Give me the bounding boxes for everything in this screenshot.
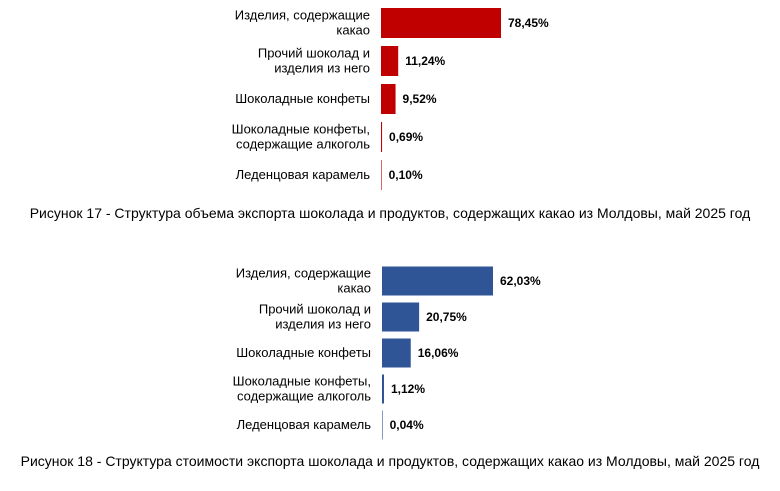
bar xyxy=(381,8,501,38)
value-label: 9,52% xyxy=(403,92,437,106)
category-label-line: какао xyxy=(336,23,370,38)
bar xyxy=(381,84,396,114)
category-label-line: Прочий шоколад и xyxy=(259,302,371,317)
category-label-line: Шоколадные конфеты xyxy=(235,91,370,106)
category-label-line: изделия из него xyxy=(275,317,371,332)
category-label: Изделия, содержащие какао xyxy=(236,266,371,296)
value-label: 62,03% xyxy=(500,274,541,288)
figure-18-caption: Рисунок 18 - Структура стоимости экспорт… xyxy=(20,453,760,469)
value-label: 0,10% xyxy=(389,168,423,182)
bar xyxy=(382,266,493,296)
value-label: 0,69% xyxy=(389,130,423,144)
category-label-line: Леденцовая карамель xyxy=(237,417,372,432)
category-label: Изделия, содержащие какао xyxy=(235,8,370,38)
category-label-line: Шоколадные конфеты, xyxy=(232,122,370,137)
chart-export-volume-svg: Изделия, содержащие какао 78,45% Прочий шок… xyxy=(232,8,549,190)
category-label-line: содержащие алкоголь xyxy=(237,389,371,404)
category-label-line: изделия из него xyxy=(274,61,370,76)
chart-export-volume: Изделия, содержащие какао 78,45% Прочий шок… xyxy=(0,0,780,195)
category-label: Леденцовая карамель xyxy=(236,167,371,182)
category-label: Шоколадные конфеты, содержащие алкоголь xyxy=(232,122,371,152)
bar xyxy=(381,46,399,76)
value-label: 78,45% xyxy=(508,16,549,30)
chart-export-value: Изделия, содержащие какао 62,03% Прочий шок… xyxy=(0,258,780,443)
figure-17-caption: Рисунок 17 - Структура объема экспорта ш… xyxy=(29,205,751,221)
category-label: Прочий шоколад и изделия из него xyxy=(258,46,370,76)
chart-export-value-svg: Изделия, содержащие какао 62,03% Прочий шок… xyxy=(233,266,541,440)
category-label-line: Прочий шоколад и xyxy=(258,46,370,61)
category-label: Шоколадные конфеты, содержащие алкоголь xyxy=(233,374,372,404)
bar xyxy=(382,338,411,368)
bar xyxy=(382,410,383,440)
value-label: 11,24% xyxy=(405,54,445,68)
category-label: Шоколадные конфеты xyxy=(236,345,371,360)
value-label: 16,06% xyxy=(418,346,459,360)
category-label-line: Изделия, содержащие xyxy=(235,8,370,23)
bar xyxy=(381,160,382,190)
category-label: Шоколадные конфеты xyxy=(235,91,370,106)
bar xyxy=(382,374,385,404)
value-label: 0,04% xyxy=(390,418,424,432)
category-label-line: Леденцовая карамель xyxy=(236,167,371,182)
value-label: 20,75% xyxy=(426,310,467,324)
value-label: 1,12% xyxy=(391,382,425,396)
category-label-line: Шоколадные конфеты xyxy=(236,345,371,360)
bar xyxy=(381,122,383,152)
category-label-line: Шоколадные конфеты, xyxy=(233,374,371,389)
category-label-line: Изделия, содержащие xyxy=(236,266,371,281)
bar xyxy=(382,302,420,332)
category-label-line: содержащие алкоголь xyxy=(236,137,370,152)
category-label-line: какао xyxy=(337,281,371,296)
category-label: Леденцовая карамель xyxy=(237,417,372,432)
category-label: Прочий шоколад и изделия из него xyxy=(259,302,371,332)
